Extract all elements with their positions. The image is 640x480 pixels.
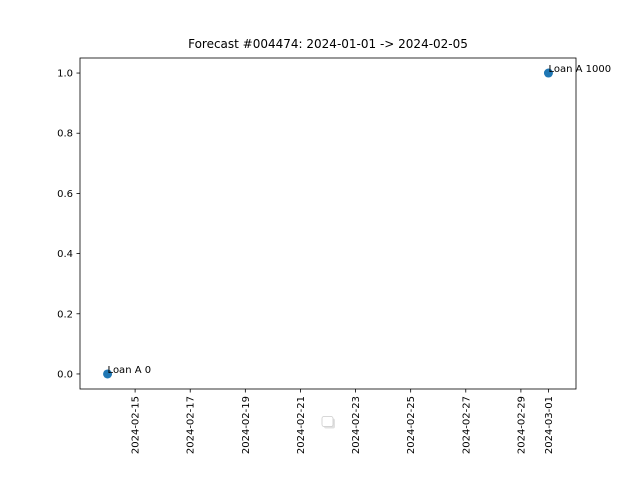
data-point	[543, 68, 553, 78]
x-tick-label: 2024-02-17	[186, 396, 197, 454]
x-tick-label: 2024-02-25	[406, 396, 417, 454]
legend-frame	[321, 416, 334, 427]
y-tick-label: 1.0	[57, 69, 73, 80]
chart-title: Forecast #004474: 2024-01-01 -> 2024-02-…	[188, 37, 468, 51]
data-point	[103, 369, 113, 379]
y-tick-label: 0.6	[57, 189, 73, 200]
plot-frame	[79, 57, 577, 390]
x-tick-label: 2024-02-21	[296, 396, 307, 454]
x-tick-label: 2024-02-23	[351, 396, 362, 454]
x-tick-label: 2024-03-01	[544, 396, 555, 454]
x-tick-label: 2024-02-19	[241, 396, 252, 454]
point-annotation: Loan A 1000	[548, 64, 611, 75]
y-tick-label: 0.2	[57, 309, 73, 320]
x-tick-label: 2024-02-29	[516, 396, 527, 454]
y-tick-label: 0.4	[57, 249, 73, 260]
y-tick-label: 0.8	[57, 129, 73, 140]
y-tick-label: 0.0	[57, 369, 73, 380]
point-annotation: Loan A 0	[108, 365, 152, 376]
legend-box	[321, 416, 335, 429]
x-tick-label: 2024-02-27	[461, 396, 472, 454]
x-tick-label: 2024-02-15	[131, 396, 142, 454]
